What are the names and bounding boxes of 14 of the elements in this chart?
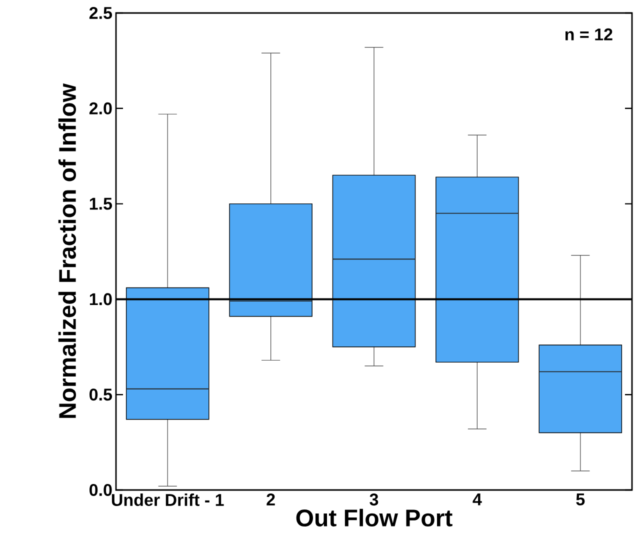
annotation: n = 12 (565, 28, 612, 40)
x-tick-label: 4 (472, 494, 482, 506)
y-axis-title: Normalized Fraction of Inflow (58, 83, 76, 418)
y-tick-label: 2.5 (89, 6, 112, 20)
y-tick-label: 2.0 (89, 102, 112, 114)
y-tick-label: 0.5 (90, 388, 112, 401)
y-tick-label: 0.0 (90, 484, 112, 496)
x-tick-label: 2 (266, 494, 275, 506)
x-tick-label: 3 (370, 494, 378, 506)
x-tick-label: 5 (576, 494, 585, 506)
y-tick-label: 1.0 (90, 293, 112, 306)
x-tick-label: Under Drift - 1 (112, 494, 224, 506)
x-axis-title: Out Flow Port (296, 508, 452, 526)
y-tick-label: 1.5 (90, 198, 112, 210)
